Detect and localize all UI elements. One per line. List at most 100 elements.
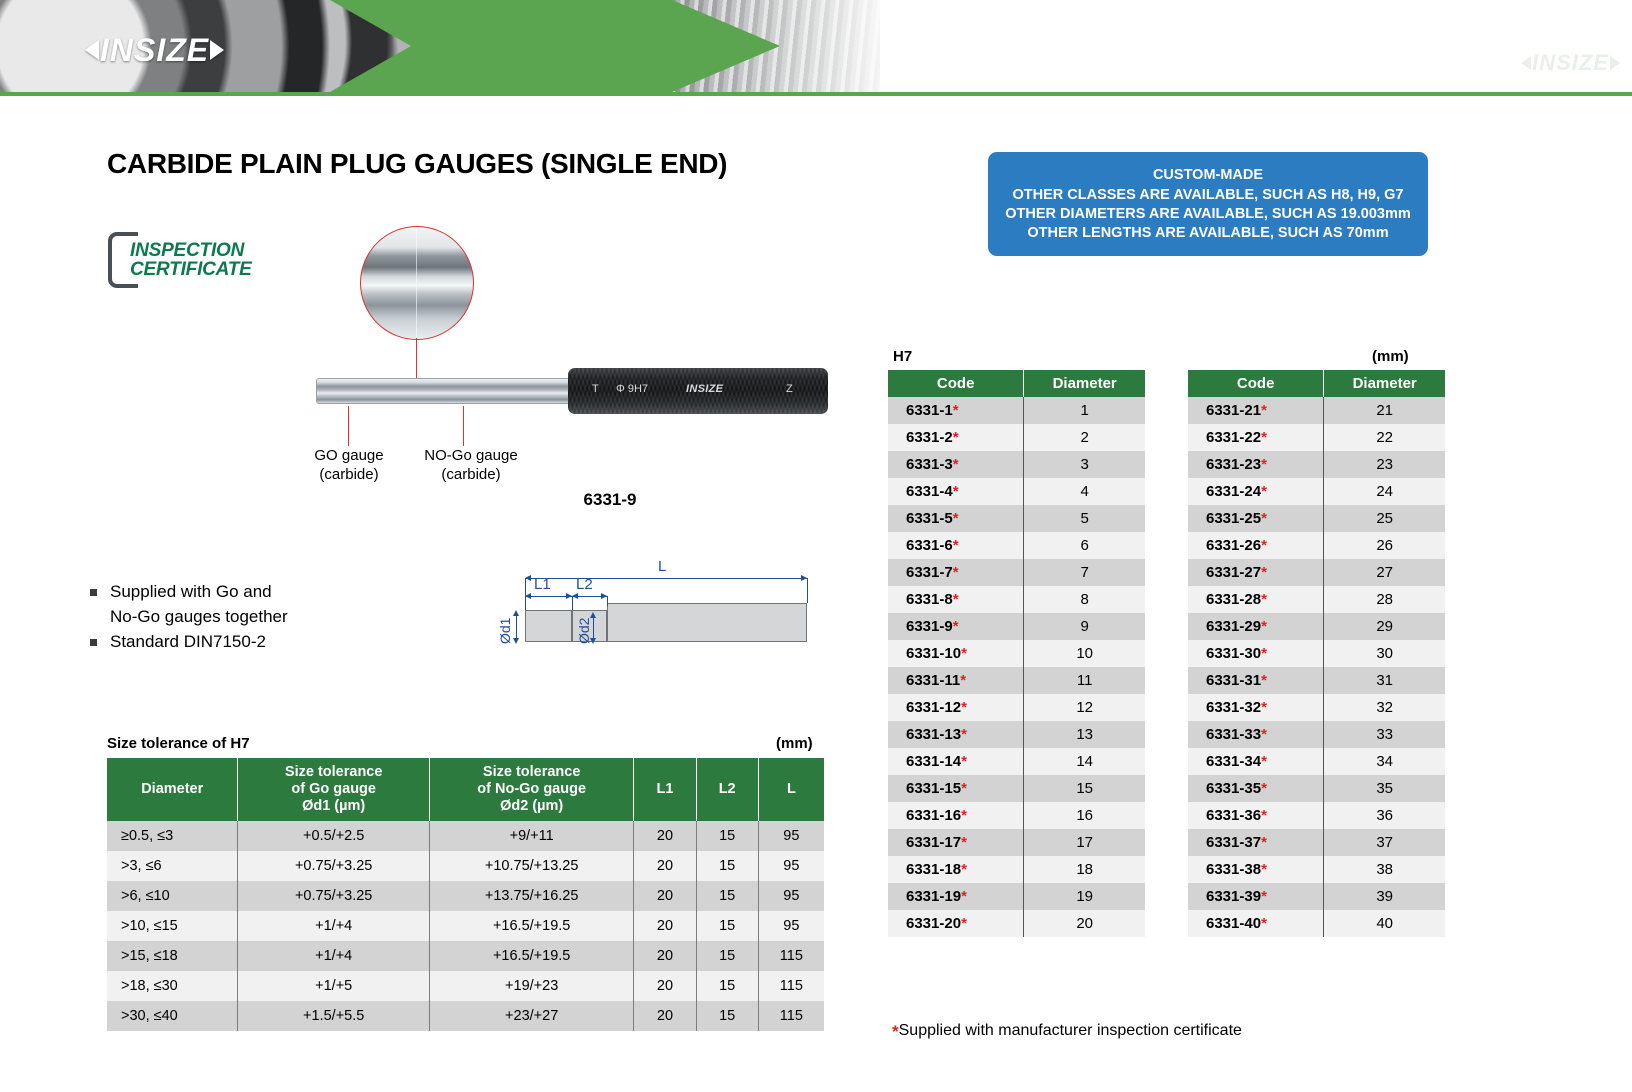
ext-line-l2-right: [607, 596, 608, 606]
cell-diameter: 37: [1323, 829, 1445, 856]
table-row: 6331-4* 4: [888, 478, 1145, 505]
tolerance-table-caption: Size tolerance of H7: [107, 735, 250, 752]
watermark-wordmark: INSIZE: [1532, 50, 1609, 75]
bullet-text: Standard DIN7150-2: [110, 632, 266, 651]
cell-code: 6331-22*: [1188, 424, 1325, 451]
cell-nogo: +16.5/+19.5: [429, 911, 635, 941]
cell-diameter: 10: [1023, 640, 1145, 667]
cell-nogo: +19/+23: [429, 971, 635, 1001]
nogo-gauge-caption: NO-Go gauge (carbide): [396, 446, 546, 484]
inspection-asterisk-icon: *: [961, 645, 967, 662]
knurled-handle: T Φ 9H7 INSIZE Z: [568, 368, 828, 414]
handle-mark-diameter: Φ 9H7: [616, 383, 649, 395]
drawing-label-l1: L1: [534, 576, 551, 593]
cell-diameter: 34: [1323, 748, 1445, 775]
cell-code: 6331-1*: [888, 397, 1025, 424]
inspection-asterisk-icon: *: [1261, 456, 1267, 473]
inspection-asterisk-icon: *: [961, 753, 967, 770]
cell-diameter: 12: [1023, 694, 1145, 721]
cell-code: 6331-36*: [1188, 802, 1325, 829]
th-go-tolerance: Size tolerance of Go gauge Ød1 (µm): [237, 758, 430, 821]
cell-diameter: 6: [1023, 532, 1145, 559]
code-table-right: Code Diameter 6331-21* 21 6331-22* 22 6331-2…: [1188, 370, 1445, 937]
insize-logo: INSIZE: [85, 33, 225, 67]
nogo-gauge-leader-line: [463, 406, 465, 446]
certificate-text: INSPECTION CERTIFICATE: [130, 241, 252, 279]
cell-diameter: >3, ≤6: [107, 851, 239, 881]
table-row: 6331-21* 21: [1188, 397, 1445, 424]
dim-l1-arrow-right: [566, 593, 572, 599]
table-row: 6331-40* 40: [1188, 910, 1445, 937]
cell-diameter: 21: [1323, 397, 1445, 424]
cell-l2: 15: [696, 1001, 759, 1031]
inspection-asterisk-icon: *: [952, 537, 959, 554]
go-gauge-label: GO gauge: [314, 447, 384, 464]
cell-diameter: 16: [1023, 802, 1145, 829]
cell-code: 6331-14*: [888, 748, 1025, 775]
cell-l: 115: [758, 971, 824, 1001]
th-nogo-line3: Ød2 (µm): [500, 798, 564, 814]
cell-diameter: 24: [1323, 478, 1445, 505]
th-go-line2: of Go gauge: [291, 781, 376, 797]
cell-code: 6331-40*: [1188, 910, 1325, 937]
code-table-left: Code Diameter 6331-1* 1 6331-2* 2 6331-3* 3 63…: [888, 370, 1145, 937]
cell-diameter: 7: [1023, 559, 1145, 586]
cell-go: +1/+4: [237, 911, 430, 941]
table-row: 6331-18* 18: [888, 856, 1145, 883]
insize-watermark-logo: INSIZE: [1521, 52, 1620, 74]
cell-code: 6331-9*: [888, 613, 1025, 640]
inspection-asterisk-icon: *: [1261, 915, 1267, 932]
dim-d2-arrow-up: [590, 612, 596, 618]
drawing-section-d1: [525, 610, 572, 642]
inspection-asterisk-icon: *: [952, 402, 959, 419]
cell-code: 6331-23*: [1188, 451, 1325, 478]
bullet-square-icon: [90, 639, 97, 646]
dim-l2-arrow-left: [572, 593, 578, 599]
cell-code: 6331-26*: [1188, 532, 1325, 559]
th-diameter: Diameter: [1323, 370, 1445, 397]
table-row: ≥0.5, ≤3 +0.5/+2.5 +9/+11 20 15 95: [107, 821, 824, 851]
cell-code: 6331-17*: [888, 829, 1025, 856]
cell-diameter: 8: [1023, 586, 1145, 613]
inspection-certificate-badge: INSPECTION CERTIFICATE: [108, 232, 298, 292]
inspection-asterisk-icon: *: [952, 429, 959, 446]
header-divider: [0, 92, 1632, 96]
cell-code: 6331-15*: [888, 775, 1025, 802]
cell-l1: 20: [633, 1001, 697, 1031]
certificate-line-2: CERTIFICATE: [130, 259, 252, 280]
dim-line-l1: [525, 596, 572, 597]
cell-diameter: 30: [1323, 640, 1445, 667]
cell-diameter: 15: [1023, 775, 1145, 802]
watermark-right-arrow-icon: [1610, 56, 1620, 70]
cell-code: 6331-29*: [1188, 613, 1325, 640]
table-row: 6331-39* 39: [1188, 883, 1445, 910]
table-row: 6331-1* 1: [888, 397, 1145, 424]
table-row: 6331-14* 14: [888, 748, 1145, 775]
bullet-text: No-Go gauges together: [110, 607, 288, 626]
th-go-line1: Size tolerance: [284, 764, 383, 780]
table-row: 6331-20* 20: [888, 910, 1145, 937]
inspection-asterisk-icon: *: [961, 699, 967, 716]
dim-d2-arrow-down: [590, 638, 596, 644]
cell-nogo: +10.75/+13.25: [429, 851, 635, 881]
inspection-asterisk-icon: *: [1261, 618, 1267, 635]
table-row: 6331-26* 26: [1188, 532, 1445, 559]
cell-diameter: 14: [1023, 748, 1145, 775]
cell-diameter: 25: [1323, 505, 1445, 532]
dim-l-arrow-left: [525, 575, 531, 581]
cell-l2: 15: [696, 851, 759, 881]
table-row: 6331-12* 12: [888, 694, 1145, 721]
cell-l2: 15: [696, 941, 759, 971]
custom-made-line-3: OTHER LENGTHS ARE AVAILABLE, SUCH AS 70m…: [1027, 224, 1389, 241]
inspection-asterisk-icon: *: [1261, 483, 1267, 500]
cell-code: 6331-6*: [888, 532, 1025, 559]
cell-l2: 15: [696, 911, 759, 941]
table-row: 6331-8* 8: [888, 586, 1145, 613]
th-diameter: Diameter: [107, 758, 239, 821]
inspection-asterisk-icon: *: [1261, 672, 1267, 689]
inspection-asterisk-icon: *: [952, 564, 959, 581]
cell-l: 95: [758, 851, 824, 881]
cell-diameter: >15, ≤18: [107, 941, 239, 971]
cell-diameter: 2: [1023, 424, 1145, 451]
dim-l1-arrow-left: [525, 593, 531, 599]
